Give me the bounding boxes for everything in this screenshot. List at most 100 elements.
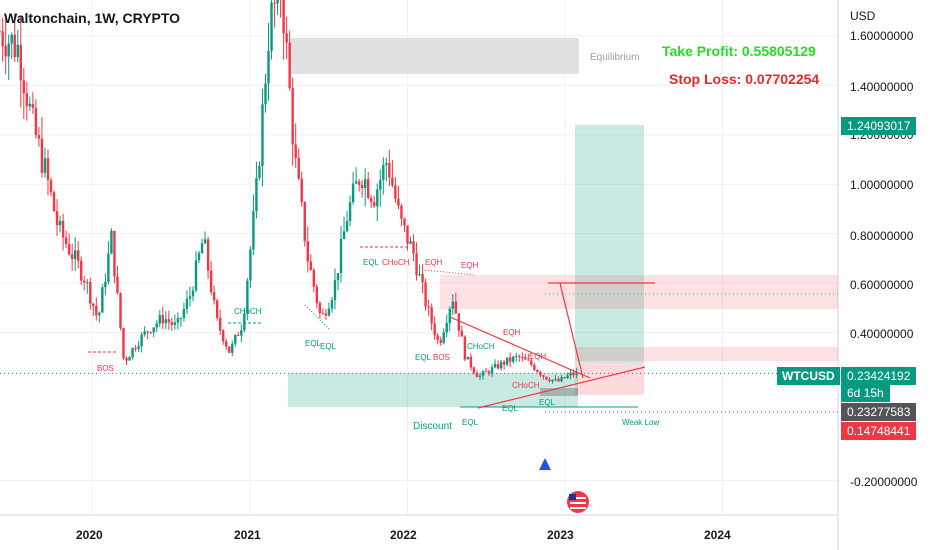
candle-body [306, 241, 309, 262]
x-tick-label: 2024 [704, 528, 731, 542]
candle-body [134, 348, 137, 350]
candle-body [415, 253, 418, 276]
weak-low-label: Weak Low [622, 418, 660, 427]
candle-body [370, 197, 373, 202]
y-tick-label: 1.00000000 [850, 178, 914, 192]
candle-body [542, 375, 545, 377]
symbol-badge[interactable]: WTCUSD [777, 367, 840, 385]
candle-body [61, 220, 65, 238]
countdown-badge: 6d 15h [841, 384, 890, 402]
candle-body [496, 363, 500, 369]
candle-body [95, 306, 98, 316]
x-tick-label: 2023 [547, 528, 574, 542]
flag-stripe [570, 507, 586, 509]
chart-lines [0, 246, 838, 413]
candle-body [536, 369, 539, 372]
choch-label: CHoCH [512, 381, 540, 390]
candle-body [557, 378, 560, 382]
candle-body [0, 31, 1, 33]
candle-body [170, 322, 174, 325]
candle-body [264, 83, 267, 105]
candle-body [297, 158, 300, 179]
candle-body [176, 318, 180, 323]
candle-body [345, 221, 349, 232]
candle-body [110, 230, 113, 254]
eql-label: EQL [502, 404, 519, 413]
current-price-badge: 0.23424192 [841, 367, 917, 385]
candle-body [466, 356, 470, 360]
bos-label: BOS [433, 353, 450, 362]
candle-body [324, 313, 328, 316]
candle-body [67, 244, 71, 255]
candle-body [309, 261, 313, 271]
candle-body [231, 343, 234, 353]
take-profit-label: Take Profit: 0.55805129 [662, 43, 816, 59]
flag-stripe [570, 502, 586, 504]
candle-body [7, 43, 10, 57]
candle-body [179, 317, 183, 319]
candle-body [484, 371, 488, 373]
candle-body [315, 286, 319, 304]
candle-body [185, 298, 189, 310]
candle-body [143, 331, 146, 335]
candle-body [339, 238, 343, 274]
candle-body [360, 185, 364, 188]
candle-body [282, 0, 285, 34]
eql-label: EQL [415, 353, 432, 362]
candle-body [270, 2, 273, 52]
candle-body [348, 202, 352, 222]
candle-body [554, 378, 557, 380]
eql-label: EQL [539, 398, 556, 407]
candle-body [34, 107, 38, 136]
candle-body [58, 220, 62, 226]
candle-body [25, 93, 29, 107]
candle-body [382, 164, 385, 180]
eql-label: EQL [363, 258, 380, 267]
candle-body [291, 88, 294, 145]
candle-body [508, 357, 512, 362]
candle-body [215, 300, 219, 318]
candle-body [140, 334, 143, 347]
candle-body [336, 273, 340, 281]
candle-body [351, 183, 355, 203]
candle-body [194, 260, 198, 291]
candle-body [122, 328, 125, 358]
candle-body [19, 44, 22, 81]
candle-body [330, 300, 334, 309]
flag-icon [567, 491, 589, 513]
candle-body [37, 135, 41, 139]
candle-body [52, 192, 56, 212]
candle-body [342, 231, 346, 239]
candle-body [276, 0, 279, 4]
candle-body [1, 31, 4, 47]
candle-body [146, 331, 149, 333]
up-arrow [539, 458, 551, 470]
candle-body [55, 211, 59, 226]
candle-body [385, 163, 388, 165]
candle-body [572, 372, 575, 376]
candle-body [161, 315, 164, 324]
eqh-label: EQH [461, 261, 479, 270]
target-price-badge: 1.24093017 [841, 117, 917, 135]
candle-body [433, 323, 436, 336]
candle-body [43, 158, 47, 173]
candle-body [388, 163, 391, 178]
candle-body [424, 282, 427, 307]
candle-body [327, 308, 331, 316]
candle-body [499, 361, 503, 369]
candle-body [158, 315, 161, 324]
candle-body [312, 270, 316, 287]
candle-body [442, 332, 445, 343]
stop-loss-zone [575, 363, 644, 395]
candle-body [267, 51, 270, 84]
candle-body [128, 357, 131, 361]
candle-body [46, 158, 50, 181]
candle-body [228, 346, 231, 353]
candle-body [167, 319, 171, 323]
candle-body [478, 375, 482, 378]
candle-body [421, 274, 424, 283]
candle-body [31, 103, 35, 108]
candle-body [418, 274, 421, 276]
candle-body [188, 296, 192, 299]
